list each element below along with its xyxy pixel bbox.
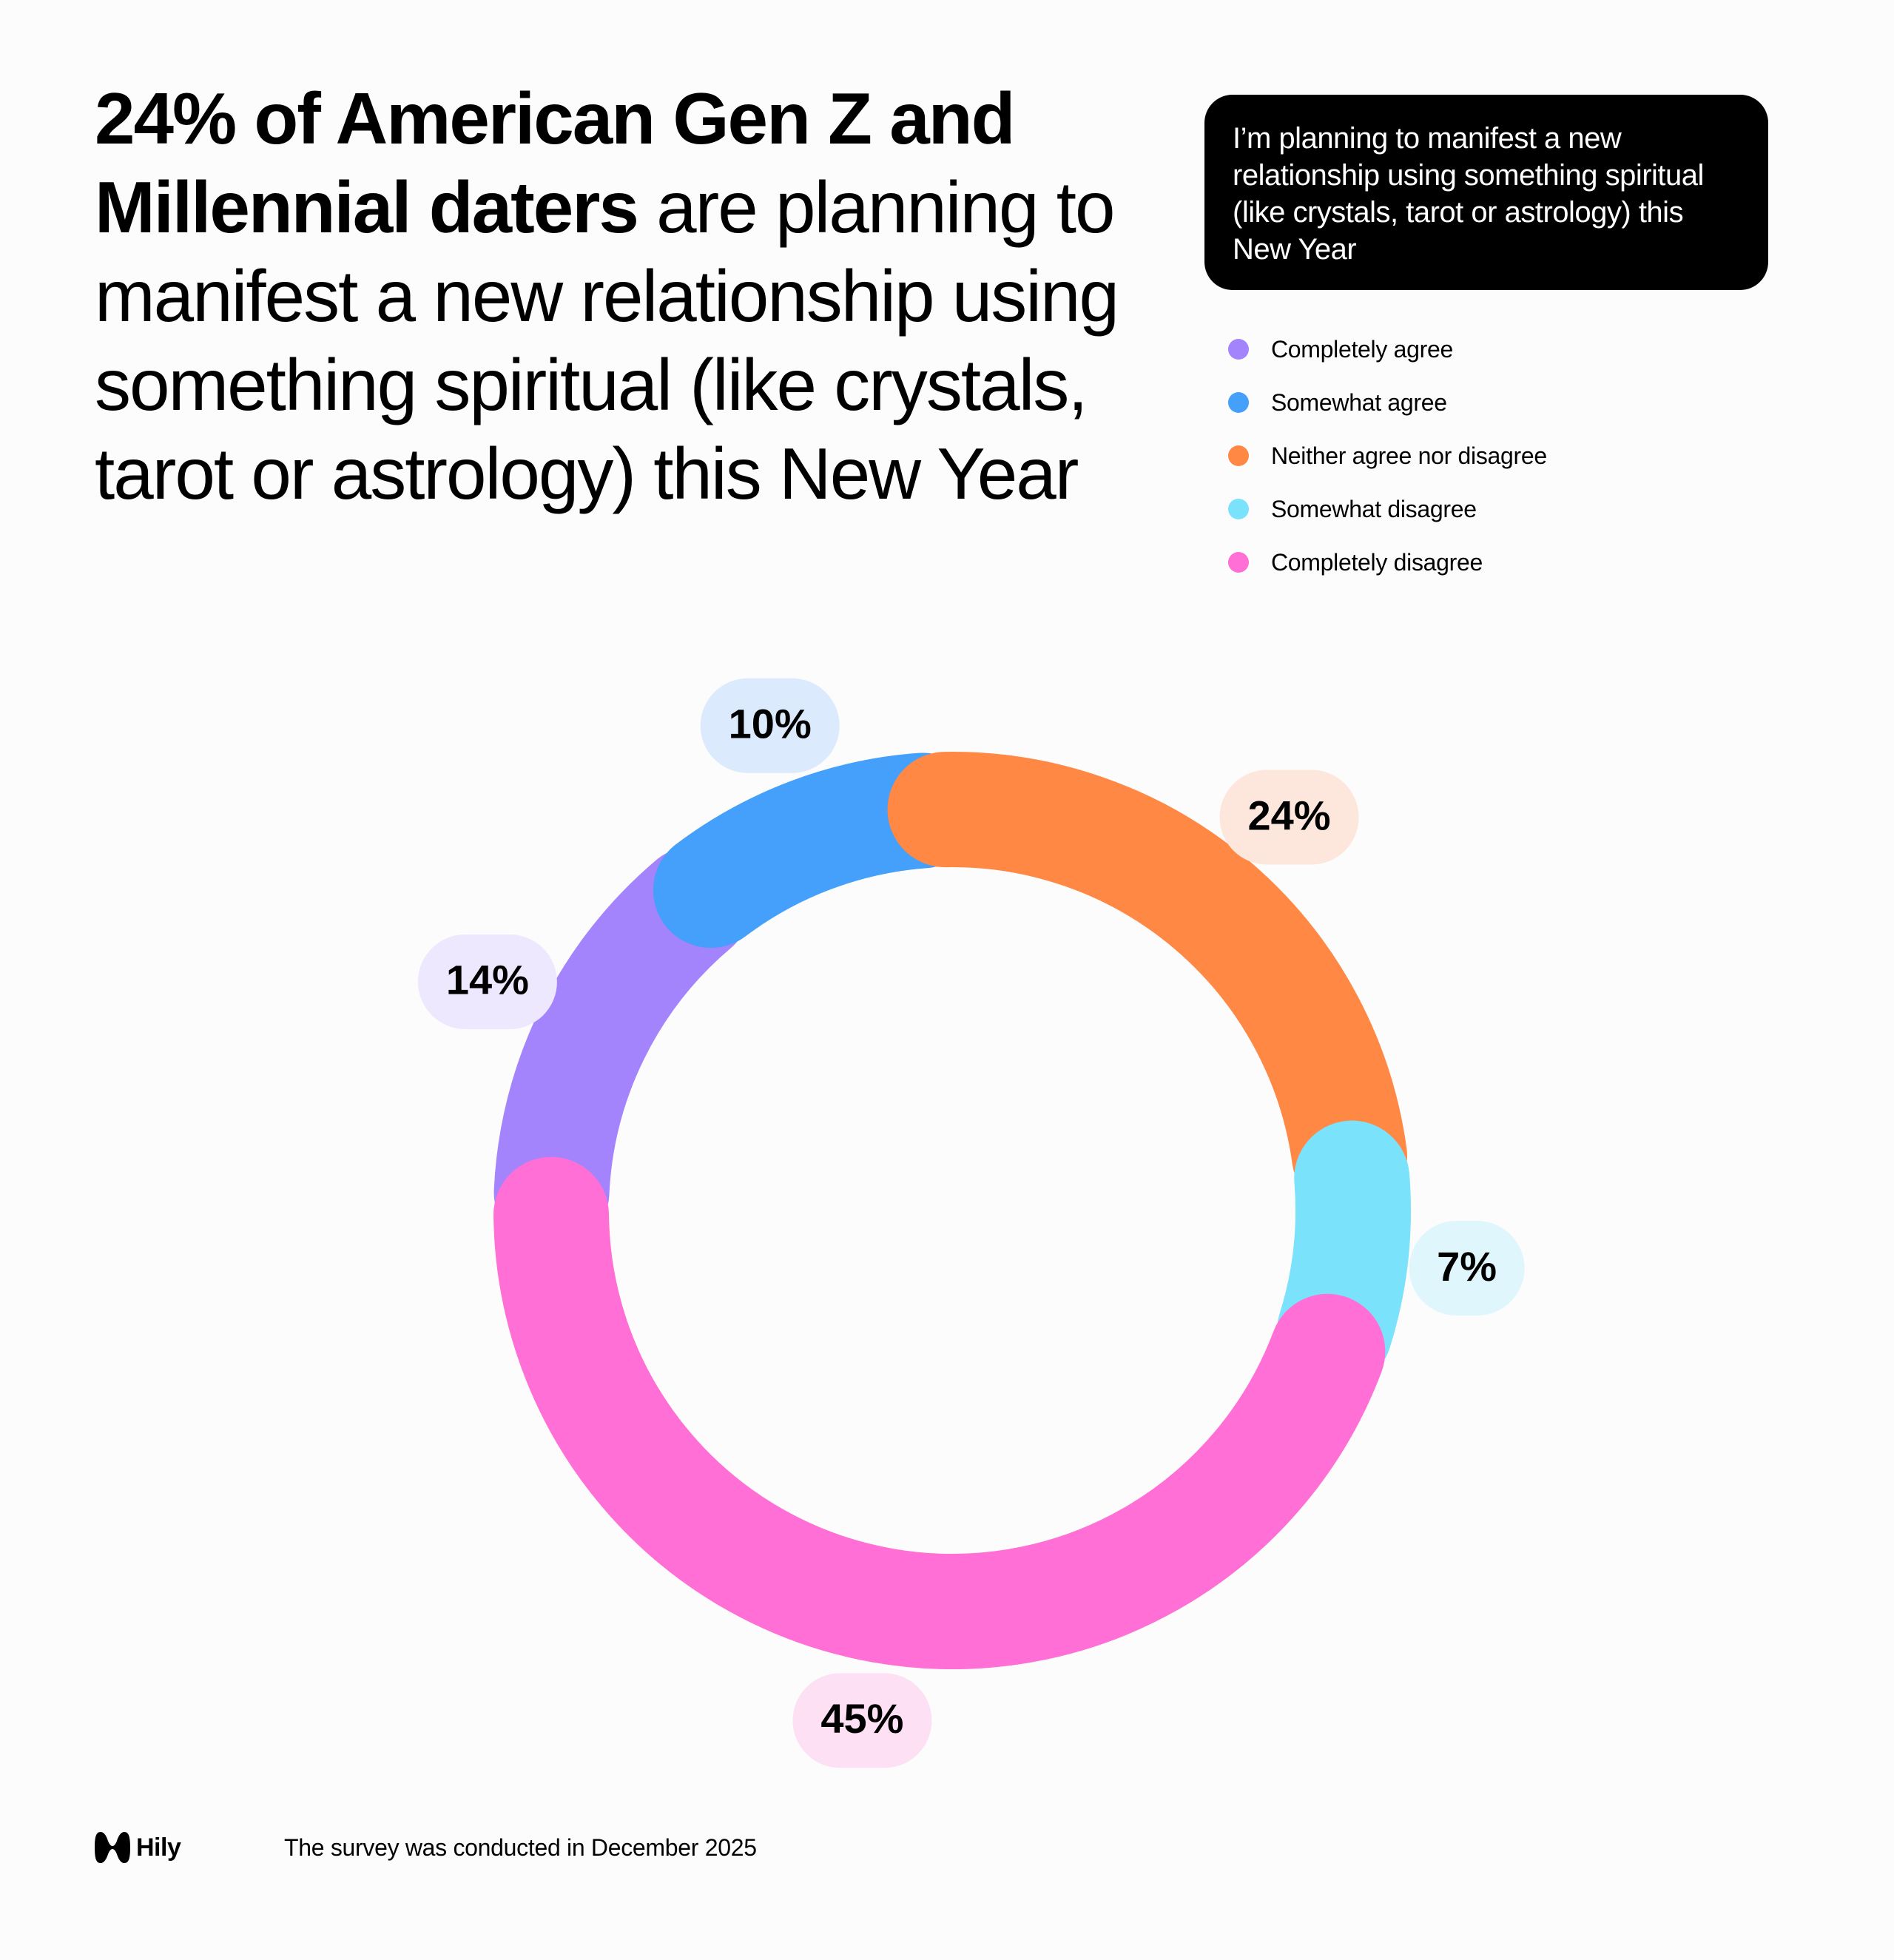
data-label-somewhat-disagree: 7% (1409, 1221, 1525, 1316)
donut-segment-completely-agree (493, 846, 752, 1250)
legend-dot-completely-disagree (1228, 552, 1249, 573)
hily-logo-text: Hily (136, 1833, 181, 1862)
data-label-text-completely-agree: 14% (446, 957, 529, 1003)
data-label-bg-neither-agree-nor-disagree (1219, 769, 1359, 865)
data-label-text-neither-agree-nor-disagree: 24% (1247, 792, 1330, 838)
data-label-bg-somewhat-disagree (1409, 1221, 1525, 1316)
legend-dot-somewhat-disagree (1228, 499, 1249, 519)
legend-dot-completely-agree (1228, 339, 1249, 360)
hily-logo-icon (95, 1832, 130, 1863)
data-label-text-somewhat-disagree: 7% (1437, 1243, 1497, 1290)
legend-label-completely-agree: Completely agree (1271, 335, 1453, 363)
survey-question: I’m planning to manifest a new relations… (1233, 122, 1704, 266)
legend-label-neither: Neither agree nor disagree (1271, 442, 1547, 469)
data-label-completely-disagree: 45% (792, 1673, 932, 1768)
legend-item-somewhat-agree: Somewhat agree (1228, 376, 1547, 429)
donut-segment-completely-disagree (493, 1156, 1386, 1669)
data-label-bg-completely-disagree (792, 1673, 932, 1768)
headline-bold: 24% of American Gen Z and Millennial dat… (95, 78, 1015, 248)
data-label-text-somewhat-agree: 10% (729, 701, 812, 747)
data-label-bg-somewhat-agree (700, 678, 840, 773)
legend-label-somewhat-disagree: Somewhat disagree (1271, 495, 1477, 522)
legend-label-somewhat-agree: Somewhat agree (1271, 388, 1447, 416)
survey-date-note: The survey was conducted in December 202… (284, 1834, 757, 1861)
hily-logo: Hily (95, 1831, 181, 1865)
legend-item-neither: Neither agree nor disagree (1228, 429, 1547, 482)
survey-question-box: I’m planning to manifest a new relations… (1204, 95, 1768, 290)
legend-item-somewhat-disagree: Somewhat disagree (1228, 482, 1547, 536)
legend-label-completely-disagree: Completely disagree (1271, 548, 1483, 576)
legend-dot-neither (1228, 445, 1249, 466)
data-label-text-completely-disagree: 45% (820, 1695, 903, 1742)
data-label-bg-completely-agree (417, 934, 557, 1029)
headline: 24% of American Gen Z and Millennial dat… (95, 74, 1145, 518)
legend-dot-somewhat-agree (1228, 392, 1249, 413)
legend-item-completely-agree: Completely agree (1228, 323, 1547, 376)
headline-regular: are planning to manifest a new relations… (95, 166, 1119, 514)
data-label-completely-agree: 14% (417, 934, 557, 1029)
donut-segment-neither-agree-nor-disagree (887, 752, 1407, 1214)
data-label-neither-agree-nor-disagree: 24% (1219, 769, 1359, 865)
data-label-somewhat-agree: 10% (700, 678, 840, 773)
chart-legend: Completely agree Somewhat agree Neither … (1228, 323, 1547, 589)
legend-item-completely-disagree: Completely disagree (1228, 536, 1547, 589)
